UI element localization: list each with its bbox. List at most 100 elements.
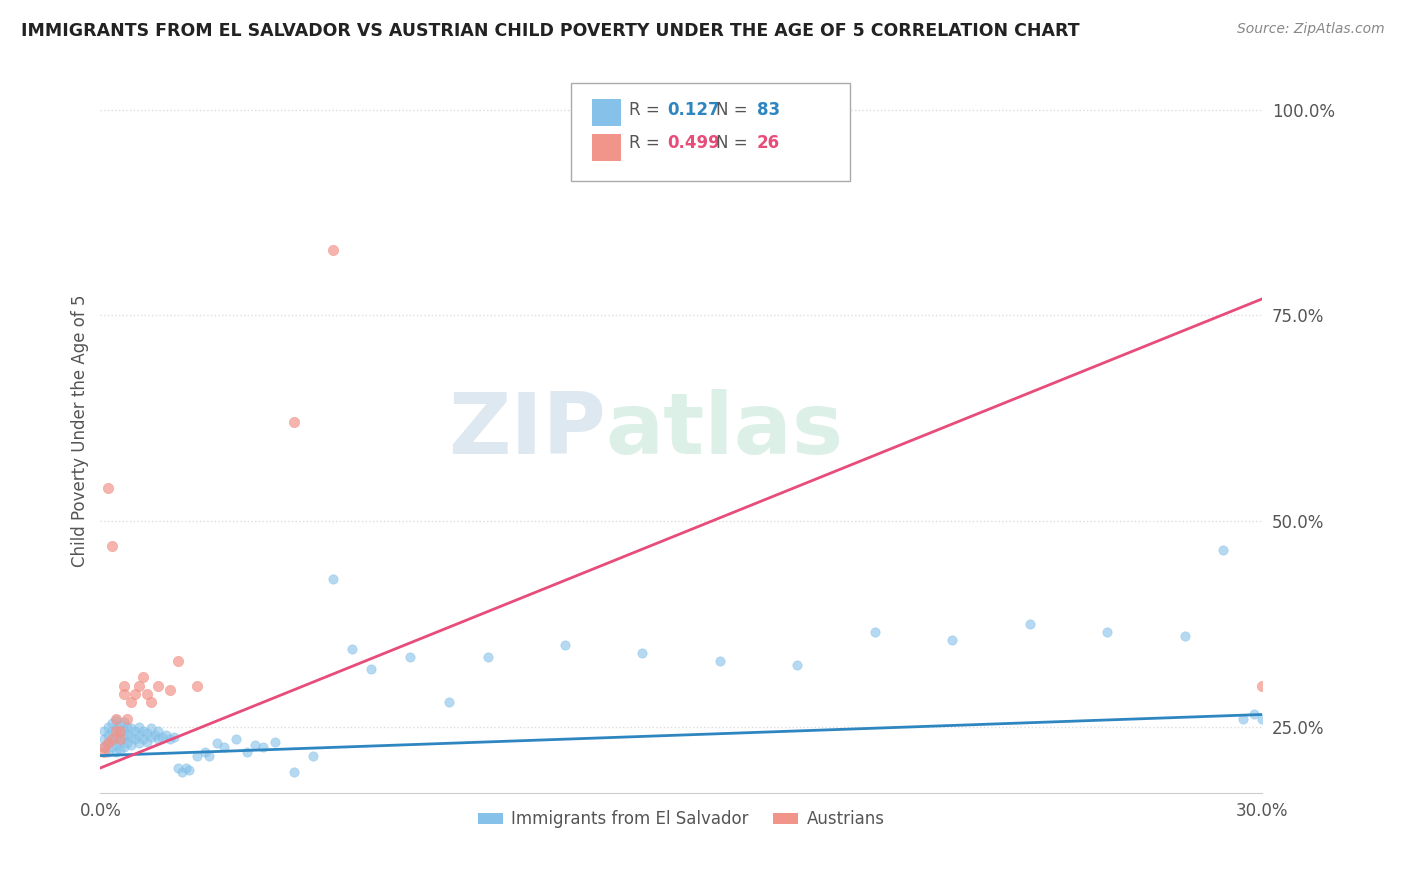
Point [214,740,236,755]
Point [166,761,188,775]
Point [112,687,135,701]
Point [120,738,142,752]
Text: R =: R = [628,101,665,119]
Point [108,732,131,747]
Point [135,726,157,740]
Point [112,679,135,693]
Point [139,695,162,709]
Point [117,728,139,742]
Text: atlas: atlas [606,389,844,472]
Point [148,732,170,747]
Point [155,728,177,742]
Point [225,732,247,747]
Point [97,736,120,750]
Text: N =: N = [716,101,754,119]
Point [104,722,127,736]
Point [186,679,208,693]
Point [263,734,285,748]
Point [863,625,886,640]
Point [117,720,139,734]
Point [1095,625,1118,640]
Point [108,723,131,738]
Point [179,763,201,777]
Point [104,730,127,744]
Point [283,765,305,780]
Point [205,736,228,750]
Point [120,730,142,744]
Point [104,738,127,752]
Point [554,638,576,652]
Point [163,730,186,744]
Bar [592,134,621,161]
Y-axis label: Child Poverty Under the Age of 5: Child Poverty Under the Age of 5 [72,294,89,566]
Point [128,679,150,693]
Text: R =: R = [628,134,665,153]
Point [124,732,146,747]
Point [174,761,197,775]
Point [93,740,115,755]
Point [104,713,127,727]
Point [1232,712,1254,726]
Point [93,723,115,738]
Point [166,654,188,668]
Point [124,687,146,701]
Point [108,718,131,732]
Point [124,723,146,738]
FancyBboxPatch shape [571,83,849,181]
Legend: Immigrants from El Salvador, Austrians: Immigrants from El Salvador, Austrians [471,804,891,835]
Point [93,732,115,747]
Point [1018,617,1040,632]
Point [117,712,139,726]
Point [108,734,131,748]
Text: 83: 83 [756,101,780,119]
Point [283,415,305,429]
Point [1251,712,1274,726]
Point [97,745,120,759]
Point [148,723,170,738]
Point [101,723,124,738]
Point [112,739,135,754]
Point [132,670,155,684]
Point [97,728,120,742]
Text: ZIP: ZIP [449,389,606,472]
Point [194,745,217,759]
Point [143,728,166,742]
Point [101,732,124,747]
Point [112,731,135,746]
Point [322,243,344,257]
Point [101,740,124,755]
Point [159,732,181,747]
Point [1251,679,1274,693]
Point [120,695,142,709]
Point [101,732,124,747]
Point [1243,707,1265,722]
Text: N =: N = [716,134,754,153]
Text: 0.499: 0.499 [668,134,720,153]
Point [108,743,131,757]
Point [477,649,499,664]
Point [104,723,127,738]
Point [135,734,157,748]
Point [108,726,131,740]
Point [360,662,382,676]
Text: 0.127: 0.127 [668,101,720,119]
Point [101,539,124,553]
Point [302,748,325,763]
Point [97,720,120,734]
Point [112,723,135,738]
Text: Source: ZipAtlas.com: Source: ZipAtlas.com [1237,22,1385,37]
Point [139,722,162,736]
Point [112,714,135,729]
Point [135,687,157,701]
Point [399,649,422,664]
Point [139,730,162,744]
Point [631,646,654,660]
Point [236,745,259,759]
Point [97,736,120,750]
Point [941,633,963,648]
Point [128,728,150,742]
Point [128,720,150,734]
Point [101,715,124,730]
Point [245,738,267,752]
Point [252,740,274,755]
